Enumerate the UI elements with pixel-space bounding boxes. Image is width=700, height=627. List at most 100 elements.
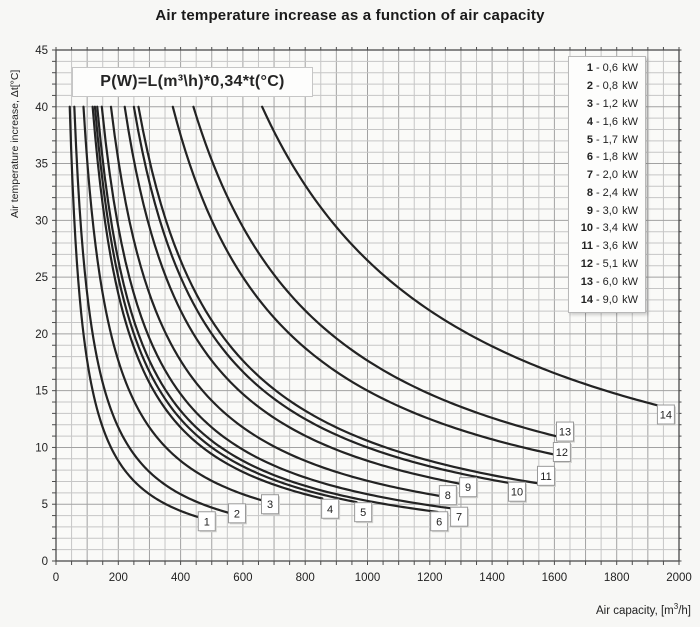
curve-label-11: 11 [540, 471, 551, 483]
curve-label-box [536, 465, 555, 486]
legend-item-value: 5,1 [602, 257, 618, 270]
legend-item-unit: kW [622, 240, 638, 253]
legend-item: 2-0,8 kW [576, 81, 638, 92]
curve-label-box [450, 506, 469, 527]
legend-item-unit: kW [622, 257, 638, 270]
legend-separator: - [596, 222, 600, 235]
curve-label-box [261, 494, 280, 515]
legend-separator: - [596, 115, 600, 128]
legend-separator: - [596, 62, 600, 75]
legend-item-number: 6 [586, 151, 593, 164]
y-tick-label: 35 [35, 159, 48, 171]
x-tick-label: 800 [296, 572, 315, 584]
legend-item-value: 1,6 [602, 115, 618, 128]
x-axis-label-prefix: Air capacity, [m [596, 604, 674, 617]
curve-label-box [354, 502, 373, 523]
legend-item-number: 3 [586, 97, 593, 110]
curve-5 [93, 105, 358, 504]
curve-6 [96, 105, 439, 514]
y-tick-label: 5 [42, 499, 48, 511]
curve-14 [261, 105, 659, 407]
y-tick-label: 15 [35, 386, 48, 398]
curve-label-10: 10 [511, 487, 523, 499]
curve-label-box [656, 404, 675, 425]
legend-separator: - [596, 97, 600, 110]
legend-item: 7-2,0 kW [576, 170, 638, 181]
curve-label-8: 8 [445, 490, 451, 502]
legend-item: 13-6,0 kW [576, 275, 638, 288]
curve-3 [82, 105, 268, 503]
legend-separator: - [596, 240, 600, 253]
legend-item: 1-0,6 kW [576, 63, 638, 74]
curve-label-6: 6 [436, 516, 442, 528]
legend-separator: - [596, 186, 600, 199]
legend-item-unit: kW [622, 62, 638, 75]
legend-item-value: 2,0 [602, 169, 618, 182]
legend-separator: - [596, 169, 600, 182]
x-tick-label: 1000 [355, 572, 381, 584]
legend-separator: - [596, 204, 600, 217]
y-tick-label: 10 [35, 442, 48, 454]
legend-item-value: 1,8 [602, 151, 618, 164]
legend-item: 9-3,0 kW [576, 204, 638, 217]
legend-item-unit: kW [622, 204, 638, 217]
curve-label-box [321, 498, 340, 519]
curve-label-1: 1 [204, 516, 210, 528]
curve-12 [171, 105, 560, 457]
curve-1 [68, 105, 199, 519]
legend-item-number: 12 [580, 257, 593, 270]
legend-separator: - [596, 275, 600, 288]
x-tick-label: 1200 [417, 572, 443, 584]
plot-frame [55, 49, 680, 562]
legend-item: 5-1,7 kW [576, 133, 638, 146]
x-tick-label: 400 [171, 572, 190, 584]
legend-item: 11-3,6 kW [576, 241, 638, 252]
legend-item-number: 5 [586, 133, 593, 146]
legend-item-number: 2 [586, 80, 593, 93]
legend-separator: - [596, 151, 600, 164]
x-tick-label: 1600 [542, 572, 568, 584]
x-tick-label: 0 [53, 572, 59, 584]
legend-item-number: 14 [580, 293, 593, 306]
curve-label-12: 12 [556, 447, 568, 459]
legend-item-number: 11 [581, 240, 593, 253]
curve-label-5: 5 [360, 507, 366, 519]
curve-11 [137, 105, 545, 486]
x-tick-label: 200 [109, 572, 128, 584]
legend-item-unit: kW [622, 115, 638, 128]
x-axis-label: Air capacity, [m3/h] [596, 602, 691, 617]
curve-label-7: 7 [456, 512, 462, 524]
legend-item-value: 0,8 [602, 80, 618, 93]
legend-separator: - [596, 133, 600, 146]
legend-item: 6-1,8 kW [576, 152, 638, 163]
curve-2 [73, 105, 232, 515]
legend-item-unit: kW [622, 186, 638, 199]
x-tick-label: 1800 [604, 572, 630, 584]
legend-item-unit: kW [622, 293, 638, 306]
legend-item-unit: kW [622, 222, 638, 235]
curve-8 [109, 105, 448, 499]
curve-label-box [430, 511, 449, 532]
legend-item-number: 4 [586, 115, 593, 128]
legend-item: 4-1,6 kW [576, 115, 638, 128]
curve-7 [100, 105, 458, 511]
legend-item-number: 8 [586, 186, 593, 199]
curve-label-box [459, 477, 478, 498]
curve-label-box [508, 481, 527, 502]
legend-item: 12-5,1 kW [576, 257, 638, 270]
x-tick-label: 1400 [479, 572, 505, 584]
x-axis-label-suffix: /h] [678, 604, 691, 617]
y-tick-label: 20 [35, 329, 48, 341]
curve-13 [192, 105, 563, 439]
legend: 1-0,6 kW 2-0,8 kW 3-1,2 kW 4-1,6 kW 5-1,7 kW 6-1,8… [568, 56, 646, 313]
x-tick-label: 2000 [666, 572, 692, 584]
legend-separator: - [596, 257, 600, 270]
curve-4 [91, 105, 324, 500]
legend-item-unit: kW [622, 133, 638, 146]
y-tick-label: 45 [35, 45, 48, 57]
curve-9 [123, 105, 466, 486]
legend-item-number: 7 [586, 169, 593, 182]
legend-item: 3-1,2 kW [576, 97, 638, 110]
curve-10 [132, 105, 515, 485]
